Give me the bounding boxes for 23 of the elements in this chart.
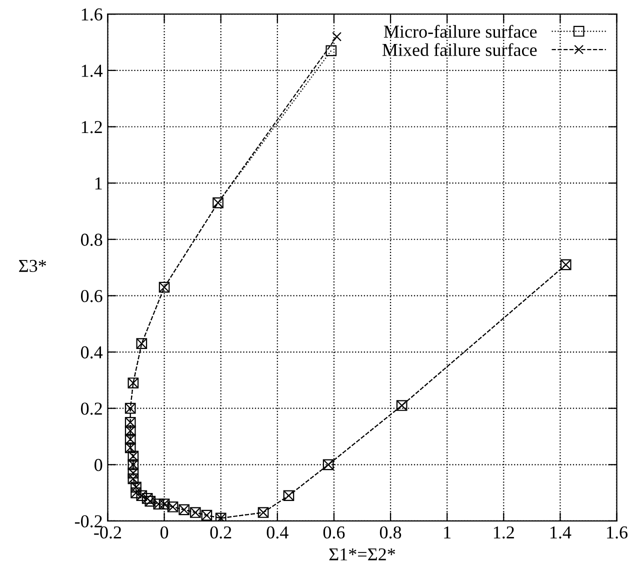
x-tick-label: 0.4	[266, 526, 288, 539]
x-tick-label: 0.8	[380, 526, 402, 539]
y-tick-label: 1	[95, 177, 102, 190]
x-tick-label: 1.4	[550, 526, 572, 539]
y-axis-title: Σ3*	[19, 260, 46, 272]
x-tick-label: 1.6	[607, 526, 628, 539]
y-tick-label: 1.4	[82, 64, 103, 77]
x-tick-label: 1.2	[494, 526, 514, 539]
legend-label: Micro-failure surface	[384, 24, 537, 38]
y-tick-label: 0.8	[80, 234, 102, 246]
y-tick-label: 0	[94, 458, 102, 472]
y-tick-label: 0.6	[80, 290, 102, 302]
y-tick-label: 1.2	[82, 121, 102, 134]
y-tick-label: 0.4	[80, 346, 103, 359]
x-tick-label: 0.2	[210, 526, 232, 539]
x-tick-label: 0.6	[323, 526, 345, 539]
y-tick-label: 1.6	[82, 8, 102, 21]
x-tick-label: 1	[444, 526, 451, 538]
legend-label: Mixed failure surface	[382, 43, 537, 56]
x-tick-label: 0	[160, 526, 168, 539]
x-axis-title: Σ1*=Σ2*	[329, 548, 396, 560]
y-tick-label: 0.2	[80, 402, 102, 415]
y-tick-label: -0.2	[74, 515, 102, 528]
